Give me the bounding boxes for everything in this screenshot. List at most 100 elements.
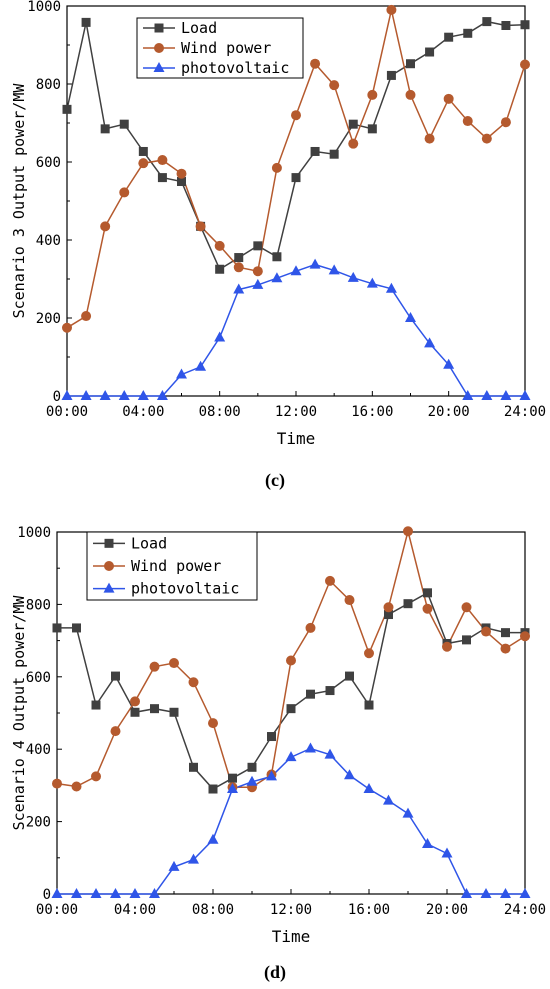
point-load	[364, 700, 374, 710]
point-load	[520, 20, 530, 30]
legend-label: Wind power	[131, 557, 221, 575]
point-photovoltaic	[271, 272, 283, 283]
point-wind-power	[310, 58, 321, 69]
y-tick-label: 200	[26, 815, 51, 831]
chart-scenario-4: 0 200 400 600 800 1000 00:00 04:00 08:00 12:00 16:…	[10, 525, 546, 983]
x-tick-label: 16:00	[348, 902, 390, 918]
legend-marker-triangle	[103, 582, 115, 593]
x-tick-label: 00:00	[36, 902, 78, 918]
y-tick-label: 400	[26, 742, 51, 758]
point-load	[177, 177, 186, 186]
legend-label: photovoltaic	[181, 59, 289, 77]
x-axis-label: Time	[277, 429, 316, 448]
point-load	[310, 146, 320, 156]
point-load	[62, 104, 72, 114]
point-photovoltaic	[481, 390, 493, 400]
point-photovoltaic	[480, 888, 492, 898]
legend-marker-triangle	[153, 62, 165, 72]
point-wind-power	[214, 240, 225, 251]
x-axis-label: Time	[272, 927, 311, 946]
y-tick-label: 800	[26, 597, 51, 613]
point-photovoltaic	[305, 742, 316, 753]
point-photovoltaic	[195, 360, 207, 371]
x-tick-label: 20:00	[426, 902, 468, 918]
point-wind-power	[81, 311, 92, 322]
series-line-photovoltaic	[67, 263, 525, 397]
point-load	[384, 610, 393, 620]
point-photovoltaic	[309, 258, 321, 269]
point-load	[286, 704, 296, 714]
point-photovoltaic	[176, 368, 187, 379]
legend-label: Wind power	[181, 39, 271, 57]
point-load	[403, 599, 413, 609]
point-wind-power	[71, 781, 82, 792]
point-load	[91, 700, 101, 710]
point-load	[462, 635, 471, 645]
x-tick-label: 08:00	[192, 902, 234, 918]
point-wind-power	[462, 116, 473, 127]
x-tick-label: 04:00	[114, 902, 156, 918]
point-load	[423, 588, 432, 598]
y-tick-label: 0	[53, 389, 61, 405]
point-load	[72, 623, 81, 633]
point-photovoltaic	[328, 264, 340, 275]
point-wind-power	[520, 59, 530, 70]
point-wind-power	[520, 631, 530, 642]
y-tick-label: 1000	[17, 525, 51, 541]
x-tick-label: 24:00	[504, 902, 546, 918]
point-wind-power	[443, 93, 454, 104]
point-load	[325, 686, 335, 696]
point-photovoltaic	[233, 283, 245, 294]
point-load	[267, 732, 276, 742]
point-wind-power	[422, 603, 433, 614]
point-wind-power	[348, 138, 359, 149]
point-load	[169, 707, 179, 717]
y-axis-label: Scenario 4 Output power/MW	[10, 595, 28, 831]
point-photovoltaic	[441, 847, 453, 858]
y-tick-label: 1000	[27, 0, 61, 15]
point-load	[463, 28, 473, 38]
point-load	[111, 671, 120, 681]
x-tick-label: 16:00	[351, 404, 393, 420]
point-wind-power	[500, 643, 511, 654]
point-wind-power	[130, 696, 140, 707]
point-load	[247, 762, 257, 772]
point-wind-power	[169, 658, 179, 669]
point-wind-power	[344, 595, 355, 606]
point-photovoltaic	[385, 282, 397, 293]
point-load	[345, 671, 354, 681]
point-load	[130, 707, 140, 717]
point-load	[234, 253, 244, 263]
point-photovoltaic	[285, 751, 297, 762]
point-wind-power	[405, 89, 416, 100]
point-load	[306, 689, 315, 699]
point-photovoltaic	[156, 390, 168, 400]
point-wind-power	[271, 162, 282, 173]
legend-label: Load	[181, 19, 217, 37]
point-photovoltaic	[90, 888, 102, 898]
x-tick-label: 12:00	[275, 404, 317, 420]
point-photovoltaic	[500, 390, 512, 400]
point-photovoltaic	[99, 390, 111, 400]
point-load	[291, 173, 301, 183]
point-load	[501, 21, 511, 30]
point-photovoltaic	[227, 783, 238, 794]
point-photovoltaic	[118, 390, 130, 400]
point-photovoltaic	[344, 769, 355, 780]
point-photovoltaic	[61, 390, 73, 400]
x-tick-label: 12:00	[270, 902, 312, 918]
point-load	[386, 70, 396, 80]
legend-label: photovoltaic	[131, 580, 239, 598]
point-wind-power	[481, 133, 492, 144]
point-wind-power	[383, 602, 394, 613]
point-photovoltaic	[324, 748, 336, 759]
point-photovoltaic	[290, 265, 302, 276]
point-wind-power	[403, 526, 413, 537]
point-wind-power	[305, 622, 316, 633]
y-tick-label: 200	[36, 311, 61, 327]
point-load	[482, 17, 492, 27]
point-wind-power	[364, 648, 374, 659]
chart-scenario-3: 0 200 400 600 800 1000 00:00 04:00 08:00 12:00 16:…	[10, 0, 546, 491]
series-line-photovoltaic	[57, 747, 525, 895]
